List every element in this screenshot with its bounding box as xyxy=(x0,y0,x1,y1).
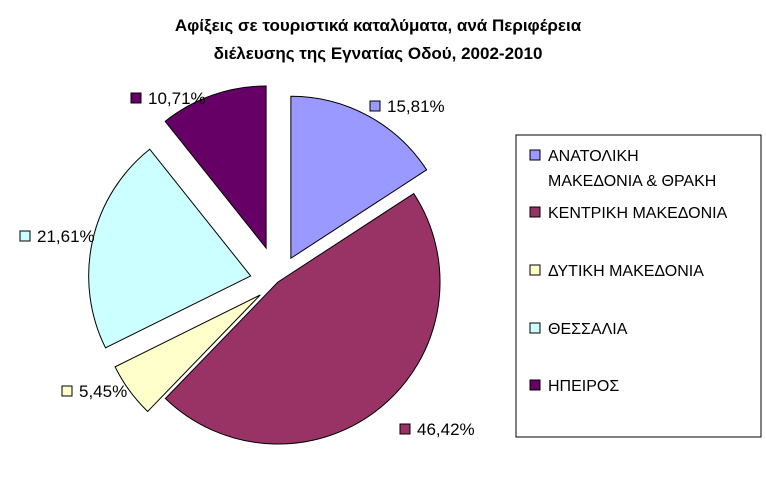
legend-swatch-1 xyxy=(529,149,541,161)
slice-label-marker-5 xyxy=(130,92,142,104)
legend-box xyxy=(515,134,762,438)
legend-swatch-2 xyxy=(529,206,541,218)
legend-swatch-5 xyxy=(529,379,541,391)
slice-label-marker-4 xyxy=(19,230,31,242)
legend-item-3: ΔΥΤΙΚΗ ΜΑΚΕΔΟΝΙΑ xyxy=(529,263,704,280)
slice-value-label-4: 21,61% xyxy=(37,227,95,246)
pie-slice-2 xyxy=(164,192,441,445)
chart-title-line-1: Αφίξεις σε τουριστικά καταλύματα, ανά Πε… xyxy=(175,16,582,35)
legend-item-5: ΗΠΕΙΡΟΣ xyxy=(529,378,619,395)
slice-label-marker-3 xyxy=(61,385,73,397)
slice-label-marker-1 xyxy=(369,100,381,112)
legend-item-1: ΑΝΑΤΟΛΙΚΗ ΜΑΚΕΔΟΝΙΑ & ΘΡΑΚΗ xyxy=(529,148,716,190)
slice-value-label-1: 15,81% xyxy=(387,97,445,116)
slice-label-marker-2 xyxy=(399,423,411,435)
legend-item-2: ΚΕΝΤΡΙΚΗ ΜΑΚΕΔΟΝΙΑ xyxy=(529,205,728,222)
legend-swatch-4 xyxy=(529,322,541,334)
slice-labels: 15,81% 46,42% 5,45% 21,61% 10,71% xyxy=(19,89,475,439)
pie-slice-1 xyxy=(290,95,428,260)
pie-slice-3 xyxy=(114,294,261,413)
pie-slice-4 xyxy=(88,148,252,349)
slice-value-label-5: 10,71% xyxy=(148,89,206,108)
pie-slices xyxy=(88,85,441,445)
legend-swatch-3 xyxy=(529,264,541,276)
slice-value-label-2: 46,42% xyxy=(417,420,475,439)
chart-title-line-2: διέλευσης της Εγνατίας Οδού, 2002-2010 xyxy=(214,44,543,63)
legend-label-4: ΘΕΣΣΑΛΙΑ xyxy=(548,321,628,338)
pie-slice-5 xyxy=(164,85,267,250)
legend-item-4: ΘΕΣΣΑΛΙΑ xyxy=(529,321,628,338)
legend: ΑΝΑΤΟΛΙΚΗ ΜΑΚΕΔΟΝΙΑ & ΘΡΑΚΗ ΚΕΝΤΡΙΚΗ ΜΑΚΕΔ… xyxy=(515,134,762,438)
legend-label-1-line-1: ΑΝΑΤΟΛΙΚΗ xyxy=(548,148,639,165)
legend-label-3: ΔΥΤΙΚΗ ΜΑΚΕΔΟΝΙΑ xyxy=(548,263,704,280)
legend-label-2: ΚΕΝΤΡΙΚΗ ΜΑΚΕΔΟΝΙΑ xyxy=(548,205,728,222)
legend-label-5: ΗΠΕΙΡΟΣ xyxy=(548,378,619,395)
legend-label-1-line-2: ΜΑΚΕΔΟΝΙΑ & ΘΡΑΚΗ xyxy=(548,173,716,190)
slice-value-label-3: 5,45% xyxy=(79,382,127,401)
chart-title: Αφίξεις σε τουριστικά καταλύματα, ανά Πε… xyxy=(175,16,582,63)
